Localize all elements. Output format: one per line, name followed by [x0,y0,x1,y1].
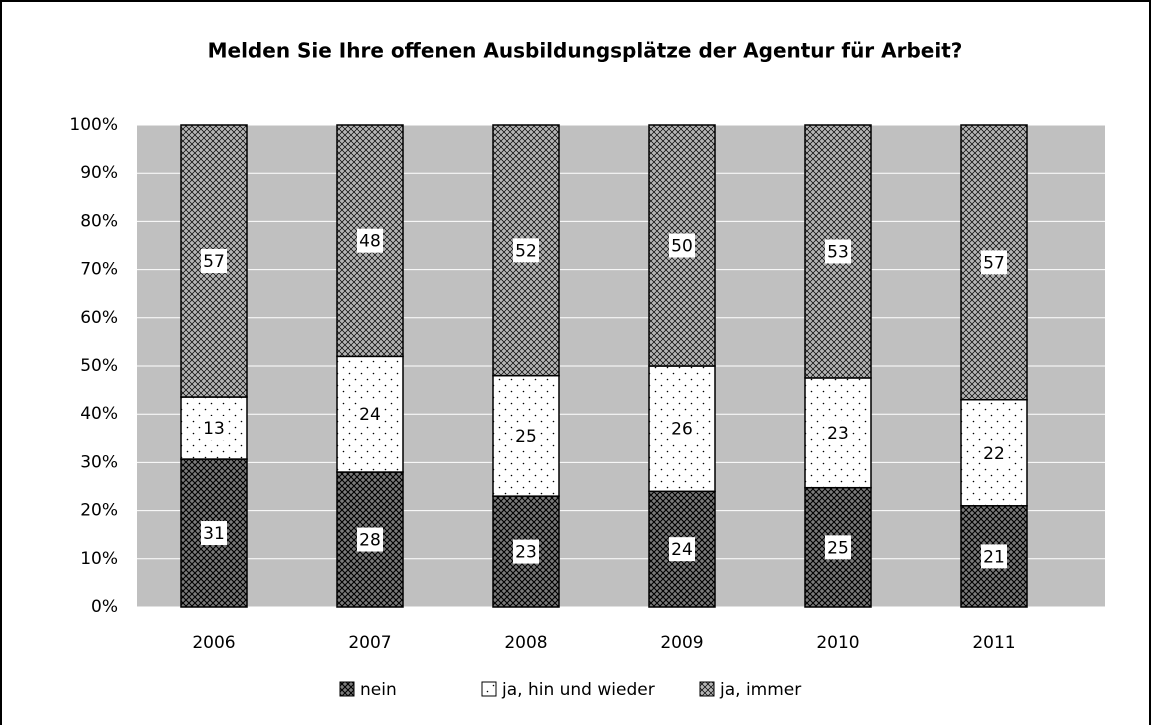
legend-swatch [481,681,497,697]
data-label-bg [825,420,851,445]
x-tick-label: 2008 [504,633,547,653]
x-tick-label: 2010 [816,633,859,653]
data-label: 13 [203,419,225,439]
data-label: 22 [983,444,1005,464]
data-label-bg [669,537,695,562]
data-label-bg [981,440,1007,465]
bar-segment [180,124,248,398]
data-label: 50 [671,237,693,257]
data-label-bg [669,233,695,258]
data-label: 28 [359,531,381,551]
y-tick-label: 0% [91,597,118,617]
data-label-bg [981,544,1007,569]
data-label: 26 [671,420,693,440]
data-label: 52 [515,241,537,261]
y-tick-label: 70% [80,260,118,280]
data-label: 53 [827,242,849,262]
data-label-bg [201,416,227,441]
data-label: 31 [203,524,225,544]
data-label: 25 [515,427,537,447]
y-tick-label: 50% [80,356,118,376]
data-label-bg [201,249,227,274]
y-tick-label: 100% [69,115,118,135]
legend-swatch [339,681,355,697]
data-label-bg [513,423,539,448]
data-label-bg [357,402,383,427]
legend-label: ja, hin und wieder [501,680,655,700]
chart-title: Melden Sie Ihre offenen Ausbildungsplätz… [208,39,963,63]
data-label-bg [357,228,383,253]
data-label: 21 [983,547,1005,567]
y-tick-label: 10% [80,549,118,569]
x-tick-label: 2009 [660,633,703,653]
data-label: 57 [203,252,225,272]
data-label-bg [825,535,851,560]
data-label-bg [357,527,383,552]
y-tick-label: 30% [80,452,118,472]
data-label: 23 [515,543,537,563]
legend-label: nein [360,680,397,700]
x-tick-label: 2011 [972,633,1015,653]
data-label-bg [513,539,539,564]
legend-swatch [699,681,715,697]
data-label: 25 [827,538,849,558]
y-tick-label: 60% [80,308,118,328]
data-label-bg [669,416,695,441]
y-tick-label: 90% [80,163,118,183]
bar-segment [492,495,560,608]
data-label: 48 [359,232,381,252]
data-label: 24 [359,405,381,425]
bar-segment [804,124,872,379]
x-tick-label: 2007 [348,633,391,653]
x-tick-label: 2006 [192,633,235,653]
y-tick-label: 80% [80,211,118,231]
data-label-bg [825,239,851,264]
data-label-bg [981,250,1007,275]
y-tick-label: 40% [80,404,118,424]
data-label-bg [513,238,539,263]
data-label: 23 [827,424,849,444]
y-tick-label: 20% [80,501,118,521]
data-label-bg [201,521,227,546]
data-label: 57 [983,253,1005,273]
data-label: 24 [671,540,693,560]
legend-label: ja, immer [719,680,801,700]
